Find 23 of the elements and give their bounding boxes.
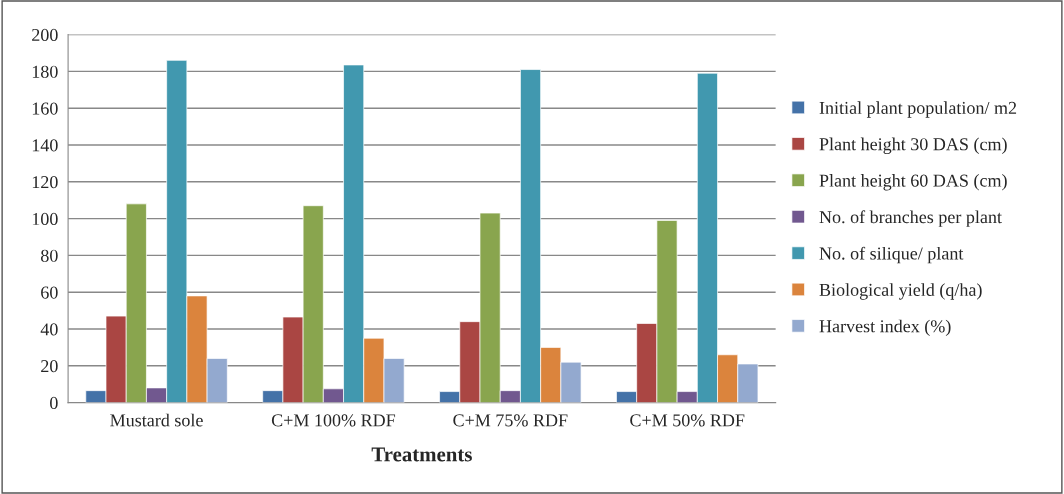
legend-label: Initial plant population/ m2 (819, 101, 1017, 118)
y-tick-label: 100 (32, 212, 58, 226)
x-tick-label: Mustard sole (110, 413, 203, 427)
legend-label: No. of silique/ plant (819, 246, 964, 264)
x-tick-label: C+M 50% RDF (630, 414, 745, 427)
legend-label: Plant height 60 DAS (cm) (819, 174, 1007, 191)
y-tick-label: 160 (32, 102, 58, 115)
x-tick-label: C+M 100% RDF (271, 414, 396, 427)
y-tick-label: 120 (32, 176, 58, 189)
y-tick-label: 0 (50, 396, 58, 410)
legend-label: Harvest index (%) (819, 319, 951, 337)
y-tick-label: 180 (32, 65, 58, 78)
legend-label: Biological yield (q/ha) (819, 283, 982, 300)
y-tick-label: 140 (32, 139, 58, 152)
y-tick-label: 40 (40, 323, 58, 336)
x-tick-label: C+M 75% RDF (453, 414, 568, 427)
y-tick-label: 80 (41, 249, 58, 262)
y-tick-label: 60 (41, 286, 58, 299)
y-tick-label: 20 (41, 360, 58, 373)
legend-label: No. of branches per plant (819, 210, 1002, 227)
legend-label: Plant height 30 DAS (cm) (819, 137, 1007, 155)
y-tick-label: 200 (32, 28, 58, 42)
x-axis-title: Treatments (371, 447, 472, 462)
